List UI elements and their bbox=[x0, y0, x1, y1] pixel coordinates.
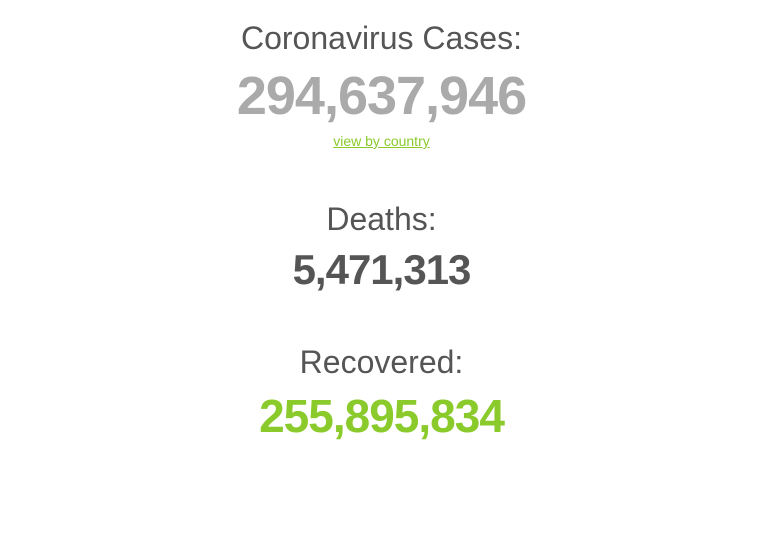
deaths-block: Deaths: 5,471,313 bbox=[293, 201, 471, 294]
deaths-value: 5,471,313 bbox=[293, 246, 471, 294]
cases-value: 294,637,946 bbox=[237, 65, 526, 127]
recovered-block: Recovered: 255,895,834 bbox=[259, 344, 504, 443]
cases-block: Coronavirus Cases: 294,637,946 view by c… bbox=[237, 20, 526, 151]
recovered-value: 255,895,834 bbox=[259, 389, 504, 443]
view-by-country-link[interactable]: view by country bbox=[333, 133, 429, 149]
cases-label: Coronavirus Cases: bbox=[237, 20, 526, 57]
deaths-label: Deaths: bbox=[293, 201, 471, 238]
recovered-label: Recovered: bbox=[259, 344, 504, 381]
